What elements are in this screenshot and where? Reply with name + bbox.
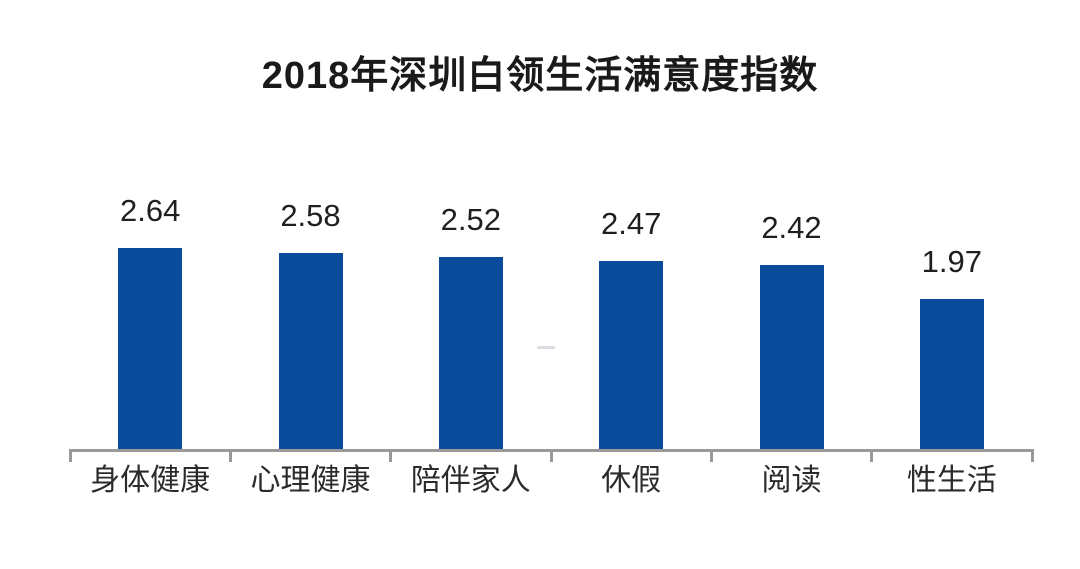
x-axis-tick xyxy=(68,449,72,462)
x-axis-tick xyxy=(709,449,713,462)
watermark-dash xyxy=(537,346,555,349)
x-axis-category-label: 性生活 xyxy=(906,464,997,497)
bar xyxy=(599,261,664,449)
x-axis-category-label: 心理健康 xyxy=(250,464,371,497)
x-axis-tick xyxy=(228,449,232,462)
x-axis-tick xyxy=(870,449,874,462)
bar-value-label: 2.47 xyxy=(600,206,662,241)
bar xyxy=(438,257,503,449)
x-axis-tick xyxy=(549,449,553,462)
x-axis-tick xyxy=(1030,449,1034,462)
bar xyxy=(759,265,824,449)
bar-value-label: 2.64 xyxy=(119,193,181,228)
x-axis-category-label: 休假 xyxy=(601,464,662,497)
chart-title: 2018年深圳白领生活满意度指数 xyxy=(261,55,819,97)
x-axis-category-label: 身体健康 xyxy=(90,464,211,497)
x-axis-tick xyxy=(389,449,393,462)
bar xyxy=(118,248,183,449)
x-axis-category-label: 陪伴家人 xyxy=(410,464,531,497)
x-axis-category-label: 阅读 xyxy=(761,464,822,497)
bar xyxy=(278,253,343,449)
bar-value-label: 2.42 xyxy=(761,210,822,245)
bar xyxy=(919,299,984,449)
bar-value-label: 1.97 xyxy=(921,244,982,279)
bar-value-label: 2.58 xyxy=(280,198,341,233)
bar-value-label: 2.52 xyxy=(440,202,501,237)
